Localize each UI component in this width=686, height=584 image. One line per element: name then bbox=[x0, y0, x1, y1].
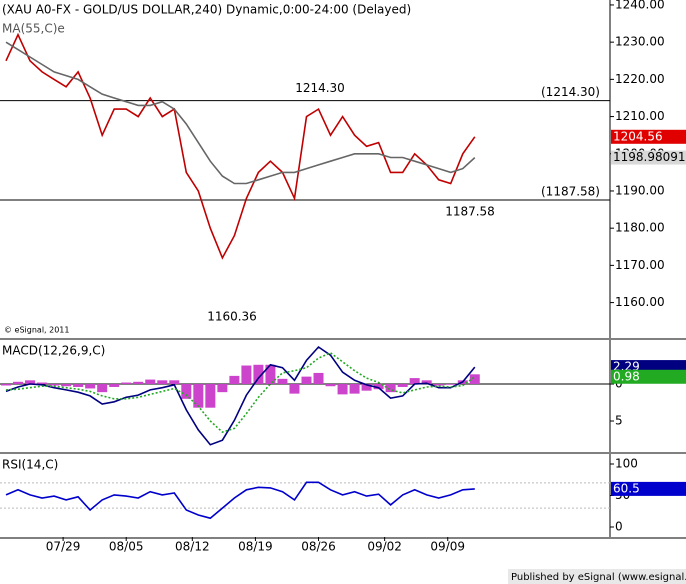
footer: Published by eSignal (www.esignal.com) bbox=[511, 572, 686, 583]
annotation: 1187.58 bbox=[445, 204, 495, 218]
histogram-bar bbox=[61, 384, 72, 387]
histogram-bar bbox=[433, 384, 444, 386]
histogram-bar bbox=[277, 378, 288, 385]
histogram-bar bbox=[313, 372, 324, 385]
note: © eSignal, 2011 bbox=[4, 326, 69, 335]
y-tick-label: 1240.00 bbox=[615, 0, 665, 11]
histogram-bar bbox=[301, 376, 312, 385]
histogram-bar bbox=[37, 382, 48, 385]
histogram-bar bbox=[49, 384, 60, 386]
value-box-label: 0.98 bbox=[613, 369, 640, 383]
histogram-bar bbox=[325, 384, 336, 387]
x-tick-label: 09/02 bbox=[367, 540, 402, 554]
histogram-bar bbox=[133, 381, 144, 385]
histogram-bar bbox=[349, 384, 360, 394]
histogram-bar bbox=[121, 382, 132, 385]
series-line bbox=[5, 481, 475, 520]
value-box bbox=[611, 481, 686, 496]
histogram-bar bbox=[25, 380, 36, 385]
histogram-bar bbox=[193, 384, 204, 408]
histogram-bar bbox=[229, 375, 240, 385]
y-tick-label: 1170.00 bbox=[615, 258, 665, 272]
histogram-bar bbox=[337, 384, 348, 395]
histogram-bar bbox=[421, 380, 432, 385]
y-tick-label: 1190.00 bbox=[615, 183, 665, 197]
y-tick-label: 100 bbox=[615, 457, 638, 471]
histogram-bar bbox=[265, 364, 276, 385]
y-tick-label: 0 bbox=[615, 519, 623, 533]
panel-title: RSI(14,C) bbox=[2, 458, 58, 472]
histogram-bar bbox=[1, 384, 12, 386]
histogram-bar bbox=[409, 378, 420, 385]
x-tick-label: 08/05 bbox=[109, 540, 144, 554]
histogram-bar bbox=[181, 384, 192, 399]
x-tick-label: 07/29 bbox=[46, 540, 81, 554]
histogram-bar bbox=[109, 384, 120, 387]
histogram-bar bbox=[13, 381, 24, 385]
histogram-bar bbox=[289, 384, 300, 394]
y-tick-label: 1210.00 bbox=[615, 109, 665, 123]
histogram-bar bbox=[469, 374, 480, 385]
series-line bbox=[5, 351, 476, 433]
series-line bbox=[5, 41, 476, 185]
histogram-bar bbox=[385, 384, 396, 393]
y-tick-label: 1160.00 bbox=[615, 295, 665, 309]
histogram-bar bbox=[361, 384, 372, 391]
level-label: (1187.58) bbox=[541, 184, 600, 198]
footer-bg bbox=[508, 569, 686, 584]
panel-title: MACD(12,26,9,C) bbox=[2, 344, 105, 358]
y-tick-label: 1230.00 bbox=[615, 35, 665, 49]
x-tick-label: 08/26 bbox=[301, 540, 336, 554]
value-box-label: 60.5 bbox=[613, 481, 640, 495]
panel-title: (XAU A0-FX - GOLD/US DOLLAR,240) Dynamic… bbox=[2, 3, 411, 17]
histogram-bar bbox=[241, 365, 252, 385]
annotation: 1214.30 bbox=[295, 81, 345, 95]
histogram-bar bbox=[157, 380, 168, 385]
series-name: MA(55,C)e bbox=[2, 22, 65, 36]
x-tick-label: 08/19 bbox=[238, 540, 273, 554]
series-line bbox=[5, 32, 476, 260]
histogram-bar bbox=[145, 379, 156, 385]
value-box-label: 1204.56 bbox=[613, 129, 663, 143]
histogram-bar bbox=[445, 384, 456, 385]
y-tick-label: 1220.00 bbox=[615, 72, 665, 86]
x-tick-label: 09/09 bbox=[430, 540, 465, 554]
value-box bbox=[611, 150, 686, 165]
value-box bbox=[611, 369, 686, 384]
histogram-bar bbox=[97, 384, 108, 393]
histogram-bar bbox=[73, 384, 84, 387]
x-tick-label: 08/12 bbox=[175, 540, 210, 554]
histogram-bar bbox=[205, 384, 216, 408]
y-tick-label: 1180.00 bbox=[615, 221, 665, 235]
value-box-label: 1198.98091 bbox=[613, 150, 686, 164]
y-tick-label: 5 bbox=[615, 414, 623, 428]
annotation: 1160.36 bbox=[207, 310, 257, 324]
histogram-bar bbox=[217, 384, 228, 393]
histogram-bar bbox=[85, 384, 96, 389]
histogram-bar bbox=[373, 384, 384, 390]
histogram-bar bbox=[397, 384, 408, 387]
level-label: (1214.30) bbox=[541, 85, 600, 99]
series-line bbox=[5, 345, 476, 446]
histogram-bar bbox=[253, 364, 264, 385]
value-box bbox=[611, 129, 686, 144]
histogram-bar bbox=[169, 380, 180, 385]
